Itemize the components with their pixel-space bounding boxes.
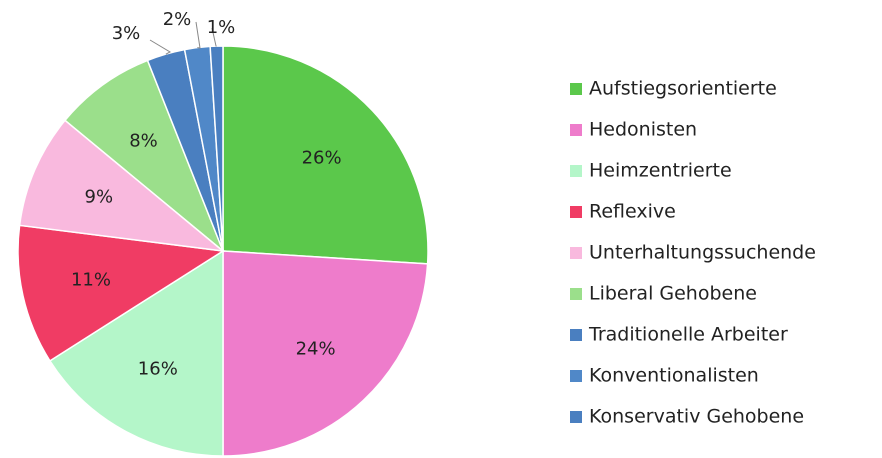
pie-slice [209, 45, 224, 252]
pie-slice [48, 249, 224, 457]
data-label: 8% [129, 131, 158, 152]
pie-slice [18, 119, 226, 253]
data-label: 1% [207, 17, 236, 38]
legend-label: Heimzentrierte [589, 160, 732, 182]
legend-swatch [570, 165, 582, 177]
pie-slice [222, 45, 429, 265]
legend-swatch [570, 83, 582, 95]
legend-label: Traditionelle Arbeiter [588, 324, 788, 346]
legend-swatch [570, 206, 582, 218]
legend-swatch [570, 124, 582, 136]
legend-label: Konventionalisten [589, 365, 759, 387]
leader-line [195, 21, 201, 49]
legend-swatch [570, 329, 582, 341]
data-label: 16% [138, 359, 178, 380]
legend-label: Aufstiegsorientierte [589, 78, 777, 100]
legend-swatch [570, 247, 582, 259]
legend-swatch [570, 288, 582, 300]
pie-slice [17, 224, 226, 362]
legend-label: Liberal Gehobene [589, 283, 757, 305]
legend-label: Konservativ Gehobene [589, 406, 804, 428]
data-label: 26% [302, 147, 342, 168]
data-label: 9% [85, 186, 114, 207]
leader-line [149, 39, 172, 55]
legend-label: Unterhaltungssuchende [589, 242, 816, 264]
data-label: 3% [112, 23, 141, 44]
leader-line [211, 27, 217, 47]
pie-slice [222, 250, 429, 457]
legend-label: Hedonisten [589, 119, 697, 141]
data-label: 24% [296, 339, 336, 360]
legend-swatch [570, 370, 582, 382]
data-label: 11% [71, 270, 111, 291]
data-label: 2% [163, 9, 192, 30]
pie-slice [63, 59, 224, 252]
legend-swatch [570, 411, 582, 423]
legend-label: Reflexive [589, 201, 676, 223]
